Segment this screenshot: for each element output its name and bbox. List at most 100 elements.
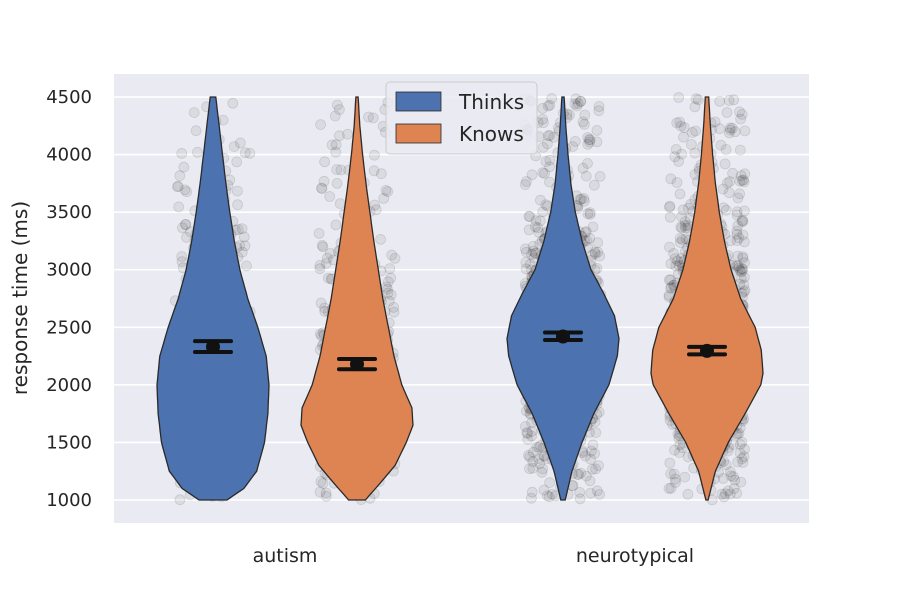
data-point [731, 206, 743, 218]
data-point [330, 139, 342, 151]
data-point [192, 146, 203, 158]
data-point [316, 183, 328, 195]
data-point [241, 260, 252, 272]
data-point [540, 199, 552, 211]
data-point [231, 185, 243, 197]
data-point [519, 179, 531, 191]
data-point [520, 256, 532, 268]
data-point [176, 256, 188, 268]
data-point [227, 97, 239, 109]
data-point [321, 252, 333, 264]
data-point [725, 470, 737, 482]
data-point [531, 441, 543, 453]
data-point [537, 103, 548, 114]
data-point [176, 147, 188, 159]
data-point [369, 199, 381, 211]
data-point [520, 243, 531, 255]
data-point [239, 147, 251, 159]
data-point [540, 156, 552, 168]
data-point [572, 469, 583, 480]
data-point [665, 274, 676, 286]
data-point [579, 119, 590, 130]
data-point [721, 107, 733, 118]
data-point [683, 202, 694, 214]
data-point [739, 125, 751, 137]
data-point [333, 130, 345, 142]
data-point [735, 170, 747, 182]
data-point [527, 446, 539, 458]
data-point [181, 231, 192, 243]
data-point [677, 204, 689, 216]
data-point [674, 188, 686, 200]
data-point [689, 147, 701, 159]
data-point [382, 287, 394, 299]
data-point [675, 237, 686, 249]
data-point [580, 170, 592, 182]
data-point [724, 124, 736, 136]
data-point [575, 193, 587, 205]
data-point [720, 204, 732, 216]
data-point [674, 116, 686, 128]
data-point [734, 175, 746, 187]
y-tick-label: 2500 [46, 317, 92, 338]
data-point [537, 463, 549, 475]
data-point [591, 136, 603, 148]
data-point [736, 175, 748, 186]
data-point [584, 232, 596, 244]
data-point [542, 100, 554, 112]
data-point [728, 94, 740, 106]
data-point [594, 170, 606, 182]
data-point [593, 105, 605, 117]
data-point [535, 194, 546, 206]
data-point [536, 466, 548, 478]
data-point [524, 451, 536, 463]
data-point [734, 447, 746, 459]
data-point [318, 175, 330, 187]
data-point [731, 228, 743, 240]
data-point [734, 438, 746, 450]
data-point [733, 232, 745, 244]
error-bars [193, 329, 727, 372]
data-point [320, 490, 332, 502]
data-point [335, 164, 347, 176]
data-point [679, 122, 690, 133]
data-point [382, 276, 394, 288]
data-point [723, 187, 735, 199]
data-point [575, 467, 587, 479]
data-point [320, 257, 332, 269]
y-tick-label: 1000 [46, 490, 92, 511]
data-point [569, 98, 581, 110]
data-point [232, 224, 244, 235]
data-point [180, 219, 192, 230]
data-point [585, 445, 597, 457]
data-point [665, 468, 677, 480]
data-point [677, 234, 688, 246]
data-point [731, 225, 743, 237]
data-point [738, 174, 749, 186]
data-point [587, 221, 599, 233]
data-point [737, 216, 749, 227]
data-point [386, 249, 398, 261]
data-point [389, 252, 401, 264]
data-point [544, 161, 555, 173]
data-point [728, 483, 740, 494]
data-point [665, 258, 677, 270]
violin-thinks-neurotypical [506, 96, 620, 501]
data-point [537, 206, 549, 218]
data-point [739, 257, 750, 269]
data-point [575, 96, 587, 107]
data-point [537, 141, 549, 153]
data-point [736, 265, 748, 277]
data-point [541, 490, 553, 502]
data-point [690, 125, 701, 137]
data-point [724, 176, 736, 188]
mean-marker [350, 357, 364, 372]
data-point [738, 176, 750, 188]
data-point [736, 273, 747, 284]
data-point [546, 488, 558, 500]
data-point [378, 192, 390, 204]
data-point [593, 101, 605, 112]
data-point [717, 473, 729, 484]
data-point [579, 109, 591, 121]
data-point [524, 211, 536, 223]
